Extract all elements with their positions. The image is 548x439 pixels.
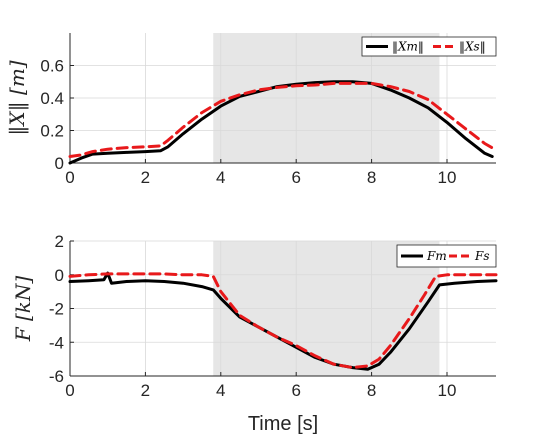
x-tick-label: 8 <box>367 381 376 400</box>
x-tick-label: 2 <box>141 381 150 400</box>
series-line-2 <box>68 272 498 370</box>
y-tick-label: -4 <box>49 333 64 352</box>
x-tick-label: 6 <box>291 381 300 400</box>
panel-1: 0 2 4 6 8 10 0 0.2 0.4 0.6 ‖X‖ [m] ‖Xm‖ ‖Xs‖ <box>5 33 498 187</box>
y-tick-label: 0.2 <box>40 122 64 141</box>
x-tick-label: 0 <box>65 168 74 187</box>
legend-box <box>396 244 497 268</box>
x-axis-label: Time [s] <box>248 413 318 435</box>
y-tick-label: 0 <box>55 266 64 285</box>
legend-label-2: ‖Xs‖ <box>459 40 486 54</box>
legend: ‖Xm‖ ‖Xs‖ <box>361 36 497 57</box>
legend-label-1: Fm <box>426 249 447 263</box>
legend-label-1: ‖Xm‖ <box>392 40 424 54</box>
y-tick-label: 2 <box>55 232 64 251</box>
x-tick-label: 4 <box>216 381 225 400</box>
x-tick-label: 10 <box>438 168 457 187</box>
y-tick-label: 0.4 <box>40 89 64 108</box>
y-axis-label: F [kN] <box>11 276 35 343</box>
legend-label-2: Fs <box>474 249 489 263</box>
x-tick-label: 0 <box>65 381 74 400</box>
x-tick-label: 2 <box>141 168 150 187</box>
x-tick-label: 10 <box>438 381 457 400</box>
y-tick-label: 0 <box>55 154 64 173</box>
x-tick-label: 4 <box>216 168 225 187</box>
legend-box <box>361 36 497 57</box>
y-tick-label: 0.6 <box>40 57 64 76</box>
y-tick-label: -2 <box>49 300 64 319</box>
series-line-2 <box>68 81 498 158</box>
legend: Fm Fs <box>396 244 497 268</box>
y-tick-label: -6 <box>49 367 64 386</box>
y-axis-label: ‖X‖ [m] <box>5 60 30 135</box>
x-tick-label: 8 <box>367 168 376 187</box>
x-tick-label: 6 <box>291 168 300 187</box>
panel-2: 0 2 4 6 8 10 -6 -4 -2 0 2 F [kN] Time [s] Fm Fs <box>11 232 498 435</box>
